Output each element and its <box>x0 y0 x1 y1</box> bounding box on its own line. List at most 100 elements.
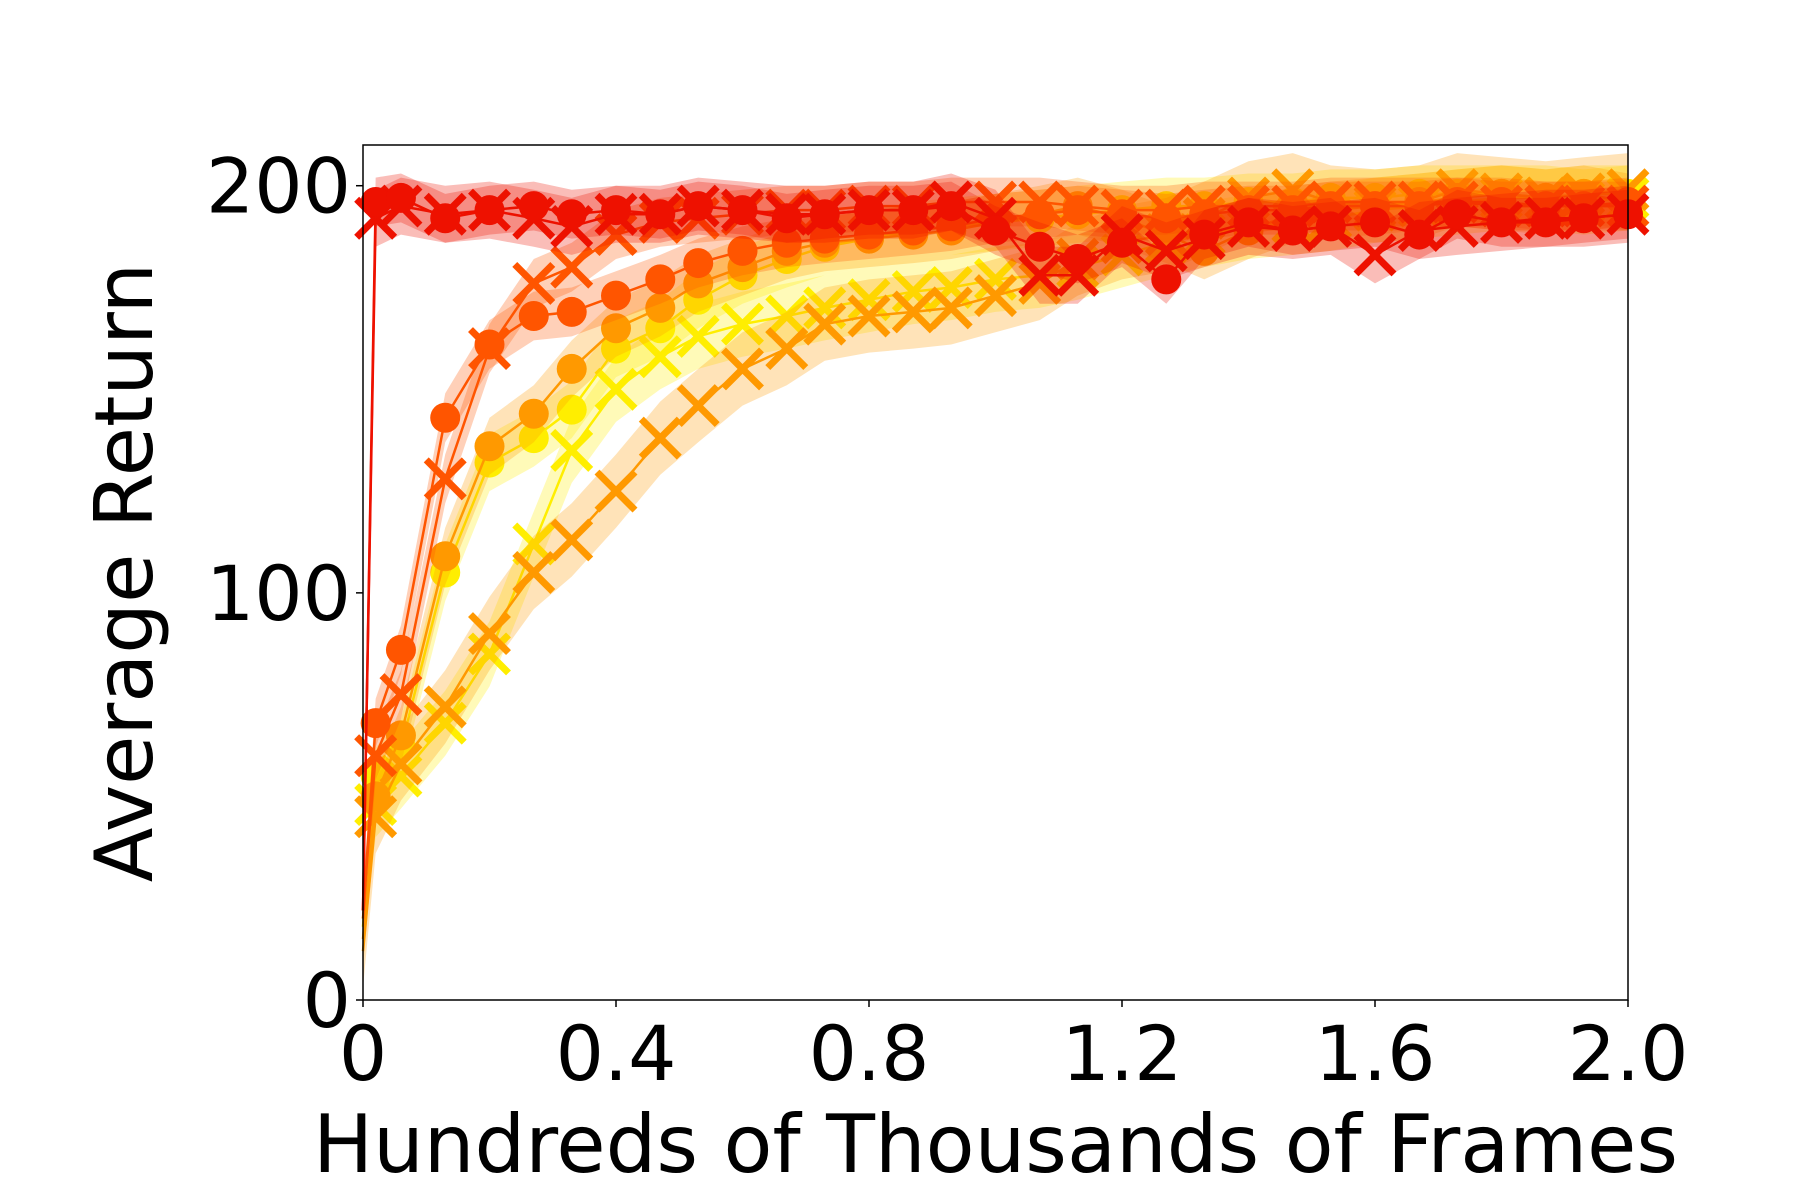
series-7-point-30 <box>1568 203 1599 234</box>
series-7-point-4 <box>474 195 505 226</box>
series-2-point-14-stroke-b <box>891 290 935 334</box>
x-tick-label-0: 0 <box>339 1009 387 1098</box>
series-2-point-5-stroke-b <box>512 551 556 594</box>
series-1-point-5 <box>518 423 549 454</box>
series-5-point-20 <box>1151 203 1182 234</box>
series-5-point-2 <box>385 634 416 665</box>
series-7-point-16 <box>980 215 1011 246</box>
series-7-point-18 <box>1062 244 1093 274</box>
series-7 <box>360 173 1643 935</box>
series-5-point-8 <box>645 264 676 295</box>
plot-area <box>354 153 1650 988</box>
series-1-point-6 <box>556 394 587 425</box>
series-3-point-6 <box>556 353 587 384</box>
series-7-point-27 <box>1442 199 1473 230</box>
series-7-point-11 <box>771 203 802 234</box>
series-2-point-15 <box>929 286 973 330</box>
series-2-point-16 <box>974 274 1017 318</box>
series-6-point-17-stroke-b <box>1018 253 1062 297</box>
series-3-point-7 <box>601 313 631 344</box>
series-7-point-1 <box>360 187 391 217</box>
series-2-point-3 <box>423 685 467 729</box>
series-5-point-18 <box>1062 195 1093 226</box>
series-7-point-13 <box>854 195 884 226</box>
series-7-point-12 <box>809 199 840 230</box>
series-5-point-6 <box>556 296 587 327</box>
series-2-point-16-stroke-b <box>974 274 1017 318</box>
series-3-point-1 <box>360 781 391 812</box>
y-tick-label-2: 200 <box>206 142 351 231</box>
x-tick-label-3: 1.2 <box>1062 1009 1183 1098</box>
series-4-point-3-stroke-b <box>423 457 467 501</box>
series-2-point-2-stroke-b <box>379 742 423 786</box>
series-6-band <box>363 173 1628 939</box>
series-2-point-8 <box>638 416 682 460</box>
series-7-point-3 <box>430 203 461 234</box>
series-7-point-7 <box>601 195 631 226</box>
series-4-point-7 <box>594 213 638 257</box>
series-2-point-17 <box>1018 261 1062 305</box>
y-axis-label: Average Return <box>78 263 171 882</box>
series-2-point-10 <box>721 347 764 391</box>
series-2-point-10-stroke-b <box>721 347 764 391</box>
series-6-point-25 <box>1353 233 1397 277</box>
series-2-point-13 <box>847 294 891 338</box>
series-0-point-11 <box>765 294 809 338</box>
series-2-point-12 <box>803 302 847 346</box>
series-2-point-9 <box>676 384 720 428</box>
series-2-point-12-stroke-b <box>803 302 847 346</box>
series-2-point-9-stroke-b <box>676 384 720 428</box>
series-5-point-4 <box>474 329 505 360</box>
series-0-point-9 <box>676 314 720 358</box>
series-0-point-3-stroke-b <box>423 701 467 745</box>
series-0-point-10 <box>721 302 764 346</box>
series-0-point-14 <box>891 270 935 314</box>
series-2-point-5 <box>512 551 556 594</box>
series-0-point-15-stroke-b <box>929 266 973 309</box>
series-0-point-9-stroke-b <box>676 314 720 358</box>
series-5-point-17 <box>1024 199 1055 230</box>
series-3-point-4 <box>474 431 505 462</box>
series-4-point-6 <box>550 245 594 289</box>
series-6-point-25-stroke-b <box>1353 233 1397 277</box>
series-2-point-4 <box>468 612 511 656</box>
series-0-point-15 <box>929 266 973 309</box>
x-axis-ticks: 0 0.4 0.8 1.2 1.6 2.0 <box>339 1000 1689 1098</box>
series-0-point-13 <box>847 278 891 322</box>
series-7-point-17 <box>1024 231 1055 262</box>
y-tick-label-0: 0 <box>303 956 351 1045</box>
series-2-point-13-stroke-b <box>847 294 891 338</box>
series-7-point-10 <box>727 195 758 226</box>
series-4-point-7-stroke-b <box>594 213 638 257</box>
series-0-point-12-stroke-b <box>803 286 847 330</box>
series-7-point-19 <box>1107 227 1137 258</box>
series-0-point-10-stroke-b <box>721 302 764 346</box>
series-0-point-6-stroke-b <box>550 428 594 472</box>
series-7-point-24 <box>1315 211 1346 242</box>
series-0-point-7 <box>594 367 638 411</box>
series-7-point-14 <box>898 195 929 226</box>
y-axis-ticks: 0 100 200 <box>206 142 363 1045</box>
series-5-point-7 <box>601 280 631 311</box>
series-7-point-8 <box>645 199 676 230</box>
series-2-point-14 <box>891 290 935 334</box>
series-6-point-20-stroke-b <box>1144 229 1188 273</box>
series-2-point-11-stroke-b <box>765 327 809 371</box>
series-7-point-15 <box>936 191 967 222</box>
series-3-point-3 <box>430 541 461 572</box>
series-0-point-13-stroke-b <box>847 278 891 322</box>
plot-frame <box>362 144 1629 1001</box>
series-0-point-7-stroke-b <box>594 367 638 411</box>
x-tick-label-5: 2.0 <box>1568 1009 1689 1098</box>
series-2-point-17-stroke-b <box>1018 261 1062 305</box>
x-tick-label-4: 1.6 <box>1315 1009 1436 1098</box>
series-3-point-8 <box>645 292 676 323</box>
series-2-point-15-stroke-b <box>929 286 973 330</box>
series-5-point-1 <box>360 708 391 739</box>
series-4-point-3 <box>423 457 467 501</box>
series-7-point-2 <box>385 182 416 213</box>
series-5-point-10 <box>727 235 758 266</box>
series-5-point-3 <box>430 402 461 433</box>
x-tick-label-2: 0.8 <box>809 1009 930 1098</box>
